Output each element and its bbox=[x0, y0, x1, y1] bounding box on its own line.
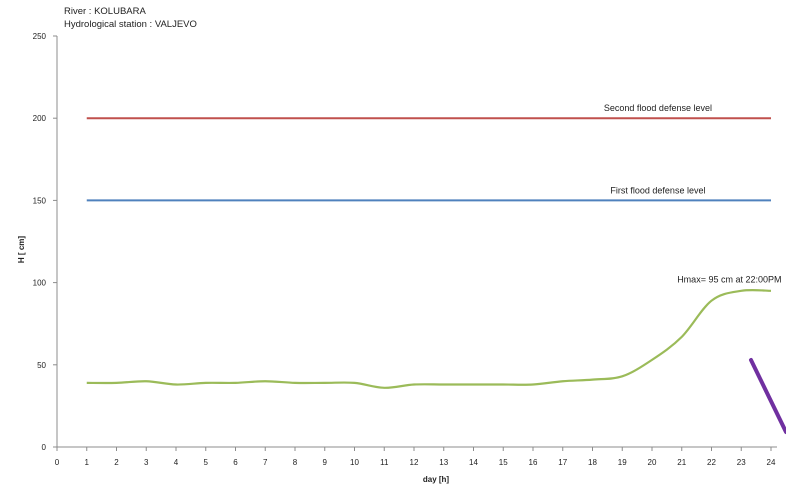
x-tick-label: 0 bbox=[55, 458, 60, 467]
x-tick-label: 2 bbox=[114, 458, 119, 467]
x-tick-label: 9 bbox=[323, 458, 328, 467]
reference-line-label: First flood defense level bbox=[610, 185, 705, 195]
y-tick-label: 250 bbox=[33, 32, 47, 41]
y-tick-label: 0 bbox=[42, 443, 47, 452]
y-tick-label: 50 bbox=[37, 361, 46, 370]
x-axis-title: day [h] bbox=[423, 475, 450, 484]
x-tick-label: 20 bbox=[648, 458, 657, 467]
x-tick-label: 8 bbox=[293, 458, 298, 467]
x-tick-label: 4 bbox=[174, 458, 179, 467]
purple-marker-stroke bbox=[749, 358, 786, 434]
x-tick-label: 17 bbox=[558, 458, 567, 467]
x-tick-label: 15 bbox=[499, 458, 508, 467]
river-name-label: River : KOLUBARA bbox=[64, 6, 146, 17]
x-tick-label: 6 bbox=[233, 458, 238, 467]
x-tick-label: 14 bbox=[469, 458, 478, 467]
station-name-label: Hydrological station : VALJEVO bbox=[64, 19, 197, 30]
x-tick-label: 1 bbox=[85, 458, 90, 467]
x-tick-label: 23 bbox=[737, 458, 746, 467]
x-tick-label: 13 bbox=[439, 458, 448, 467]
x-tick-label: 11 bbox=[380, 458, 389, 467]
x-tick-label: 22 bbox=[707, 458, 716, 467]
y-tick-label: 100 bbox=[33, 279, 47, 288]
y-tick-label: 150 bbox=[33, 196, 47, 205]
x-tick-label: 3 bbox=[144, 458, 149, 467]
x-tick-label: 21 bbox=[677, 458, 686, 467]
x-tick-label: 16 bbox=[529, 458, 538, 467]
x-tick-label: 12 bbox=[410, 458, 419, 467]
x-tick-label: 18 bbox=[588, 458, 597, 467]
hmax-annotation: Hmax= 95 cm at 22:00PM bbox=[677, 275, 781, 285]
x-tick-label: 24 bbox=[767, 458, 776, 467]
reference-line-label: Second flood defense level bbox=[604, 103, 712, 113]
x-tick-label: 5 bbox=[204, 458, 209, 467]
x-tick-label: 7 bbox=[263, 458, 268, 467]
x-tick-label: 19 bbox=[618, 458, 627, 467]
y-tick-label: 200 bbox=[33, 114, 47, 123]
water-level-series-line bbox=[86, 288, 772, 389]
x-tick-label: 10 bbox=[350, 458, 359, 467]
y-axis-title: H [ cm] bbox=[17, 236, 26, 263]
